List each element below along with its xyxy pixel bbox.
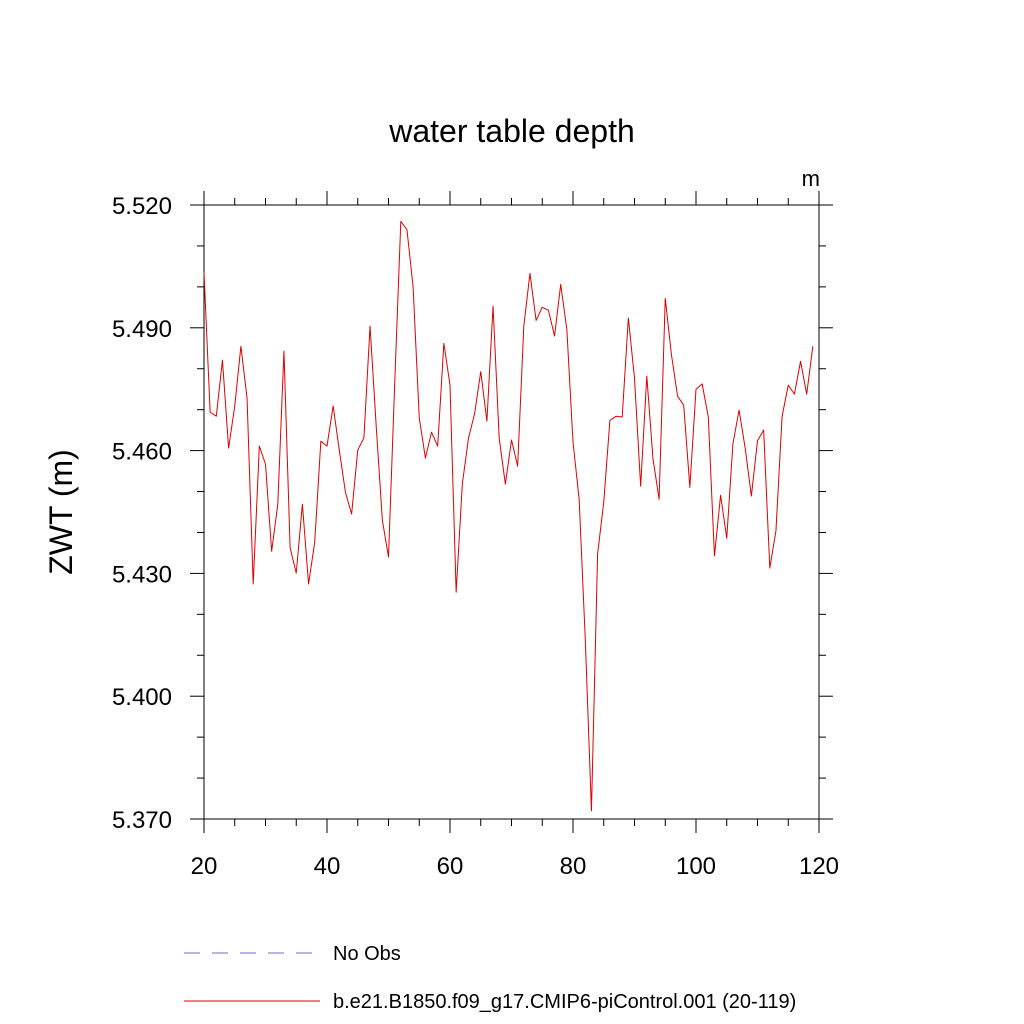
y-tick-label: 5.520 — [112, 193, 172, 220]
y-tick-label: 5.370 — [112, 807, 172, 834]
legend-label-0: No Obs — [333, 943, 401, 965]
y-axis-title: ZWT (m) — [43, 449, 79, 575]
y-tick-label: 5.460 — [112, 439, 172, 466]
units-label: m — [802, 166, 820, 191]
x-tick-label: 120 — [799, 853, 839, 880]
x-tick-label: 20 — [191, 853, 218, 880]
x-tick-label: 40 — [314, 853, 341, 880]
chart-title: water table depth — [388, 113, 635, 149]
series-line-0 — [203, 220, 814, 812]
plot-frame — [203, 204, 820, 820]
x-tick-label: 80 — [560, 853, 587, 880]
axis-ticks — [190, 191, 833, 833]
y-tick-label: 5.400 — [112, 684, 172, 711]
series-layer — [203, 220, 814, 812]
legend-label-1: b.e21.B1850.f09_g17.CMIP6-piControl.001 … — [333, 991, 796, 1013]
tick-labels: 20 40 60 80 100 120 5.370 5.400 5.430 5.460 5.490 5… — [112, 193, 839, 880]
x-tick-label: 60 — [437, 853, 464, 880]
legend: No Obs b.e21.B1850.f09_g17.CMIP6-piContro… — [184, 943, 796, 1013]
y-tick-label: 5.490 — [112, 316, 172, 343]
x-tick-label: 100 — [676, 853, 716, 880]
y-tick-label: 5.430 — [112, 561, 172, 588]
